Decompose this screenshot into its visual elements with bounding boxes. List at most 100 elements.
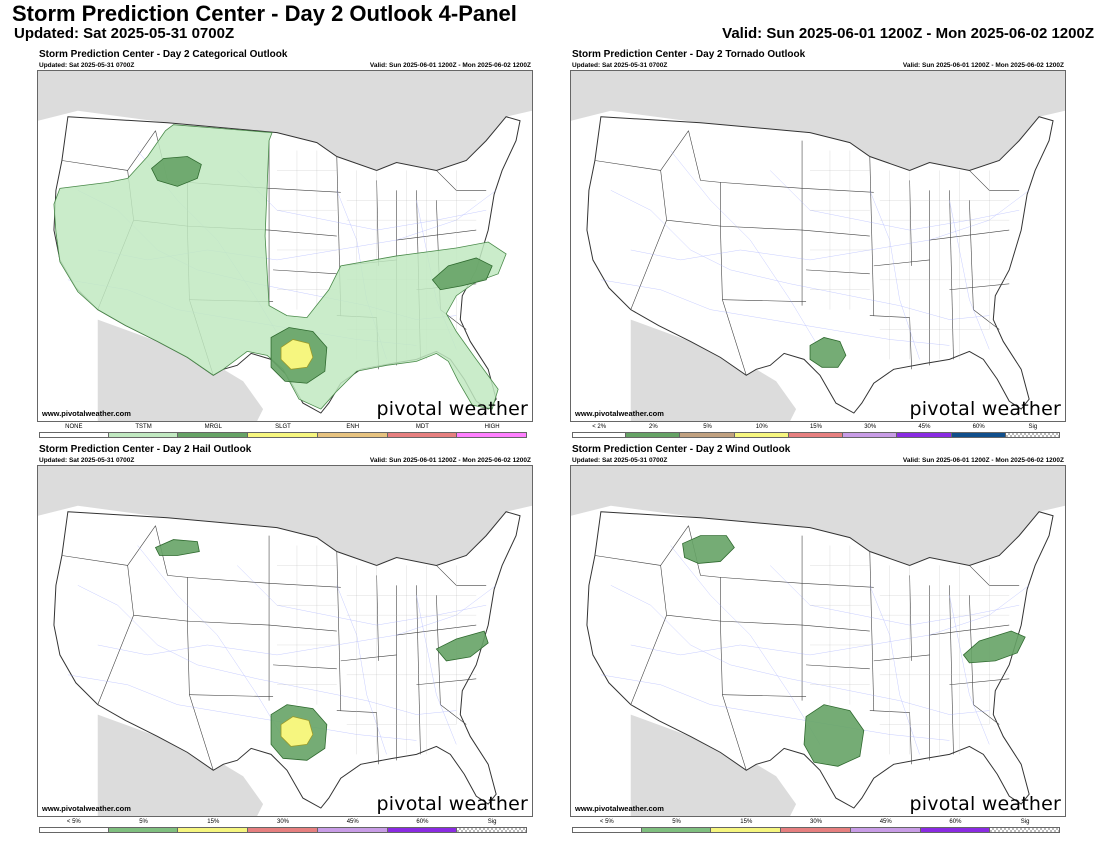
slgt-area	[280, 339, 314, 370]
hail-panel: Storm Prediction Center - Day 2 Hail Out…	[37, 444, 534, 836]
legend-item: NONE	[39, 424, 109, 440]
brand-logo: pivotal weather	[376, 398, 528, 420]
legend: < 2% 2% 5% 10% 15% 30% 45% 60% Sig	[572, 424, 1060, 440]
legend-item: SLGT	[248, 424, 318, 440]
wind-5pct-area	[803, 704, 865, 767]
legend-label: 5%	[703, 424, 712, 430]
legend-label: 60%	[949, 819, 962, 825]
panel-valid: Valid: Sun 2025-06-01 1200Z - Mon 2025-0…	[369, 62, 531, 69]
legend-swatch	[990, 827, 1060, 833]
legend-label: Sig	[487, 819, 497, 825]
hail-map: www.pivotalweather.com pivotal weather	[37, 465, 533, 817]
credit-text: www.pivotalweather.com	[42, 409, 131, 418]
legend-label: 15%	[207, 819, 220, 825]
credit-text: www.pivotalweather.com	[42, 804, 131, 813]
legend-swatch	[317, 432, 388, 438]
hail-5pct-area	[435, 630, 489, 662]
panel-valid: Valid: Sun 2025-06-01 1200Z - Mon 2025-0…	[902, 457, 1064, 464]
legend-label: SLGT	[275, 424, 291, 430]
panel-title: Storm Prediction Center - Day 2 Categori…	[39, 49, 288, 60]
legend-label: Sig	[1020, 819, 1030, 825]
legend-item: 30%	[248, 819, 318, 835]
legend-label: TSTM	[135, 424, 152, 430]
legend-swatch	[572, 827, 642, 833]
legend-swatch	[457, 827, 527, 833]
legend-item: ENH	[317, 424, 388, 440]
legend-swatch	[843, 432, 898, 438]
legend-label: 5%	[139, 819, 148, 825]
legend-item: 15%	[711, 819, 782, 835]
legend-swatch	[39, 432, 109, 438]
legend-label: MDT	[415, 424, 429, 430]
panel-updated: Updated: Sat 2025-05-31 0700Z	[572, 457, 668, 464]
legend-swatch	[626, 432, 681, 438]
legend-label: < 5%	[599, 819, 614, 825]
panel-updated: Updated: Sat 2025-05-31 0700Z	[572, 62, 668, 69]
legend-label: 30%	[809, 819, 822, 825]
legend-item: 15%	[178, 819, 249, 835]
legend-item: Sig	[990, 819, 1060, 835]
legend-swatch	[641, 827, 712, 833]
tornado-panel: Storm Prediction Center - Day 2 Tornado …	[570, 49, 1067, 441]
brand-logo: pivotal weather	[909, 398, 1061, 420]
legend-item: MDT	[387, 424, 458, 440]
legend-label: 30%	[864, 424, 877, 430]
legend-item: MRGL	[178, 424, 249, 440]
legend-swatch	[39, 827, 109, 833]
legend-item: 45%	[850, 819, 921, 835]
tornado-2pct-area	[809, 337, 847, 368]
legend-item: 60%	[920, 819, 991, 835]
legend-label: 60%	[972, 424, 985, 430]
legend-swatch	[178, 432, 249, 438]
panel-title: Storm Prediction Center - Day 2 Hail Out…	[39, 444, 252, 455]
categorical-panel: Storm Prediction Center - Day 2 Categori…	[37, 49, 534, 441]
legend-label: Sig	[1028, 424, 1038, 430]
legend-label: < 2%	[592, 424, 607, 430]
hail-5pct-area	[154, 539, 200, 556]
panel-title: Storm Prediction Center - Day 2 Wind Out…	[572, 444, 791, 455]
legend-swatch	[317, 827, 388, 833]
legend-swatch	[711, 827, 782, 833]
legend-item: 15%	[788, 424, 844, 440]
legend-label: ENH	[346, 424, 360, 430]
panel-updated: Updated: Sat 2025-05-31 0700Z	[39, 457, 135, 464]
legend-item: 10%	[734, 424, 789, 440]
legend-item: HIGH	[457, 424, 527, 440]
legend-item: < 5%	[572, 819, 642, 835]
legend-item: 5%	[108, 819, 179, 835]
wind-map: www.pivotalweather.com pivotal weather	[570, 465, 1066, 817]
legend-item: < 2%	[572, 424, 627, 440]
brand-logo: pivotal weather	[376, 793, 528, 815]
legend-swatch	[788, 432, 844, 438]
legend-label: MRGL	[204, 424, 222, 430]
credit-text: www.pivotalweather.com	[575, 409, 664, 418]
legend-item: 60%	[387, 819, 458, 835]
legend-label: 45%	[918, 424, 931, 430]
wind-panel: Storm Prediction Center - Day 2 Wind Out…	[570, 444, 1067, 836]
legend-item: 45%	[317, 819, 388, 835]
legend-label: 5%	[672, 819, 681, 825]
legend-label: 30%	[276, 819, 289, 825]
legend-item: 30%	[843, 424, 898, 440]
page-valid: Valid: Sun 2025-06-01 1200Z - Mon 2025-0…	[722, 25, 1094, 42]
page-title: Storm Prediction Center - Day 2 Outlook …	[12, 1, 517, 26]
legend-swatch	[850, 827, 921, 833]
legend-item: 60%	[951, 424, 1006, 440]
legend-item: Sig	[457, 819, 527, 835]
mrgl-area	[431, 257, 493, 291]
hail-15pct-area	[280, 716, 314, 747]
categorical-map: www.pivotalweather.com pivotal weather	[37, 70, 533, 422]
legend-item: 5%	[680, 424, 735, 440]
legend-label: 2%	[648, 424, 658, 430]
legend-item: 5%	[641, 819, 712, 835]
legend-label: 15%	[809, 424, 822, 430]
panel-valid: Valid: Sun 2025-06-01 1200Z - Mon 2025-0…	[902, 62, 1064, 69]
legend-item: 2%	[626, 424, 681, 440]
panel-valid: Valid: Sun 2025-06-01 1200Z - Mon 2025-0…	[369, 457, 531, 464]
legend: < 5% 5% 15% 30% 45% 60% Sig	[572, 819, 1060, 835]
legend-item: < 5%	[39, 819, 109, 835]
legend-swatch	[572, 432, 627, 438]
legend-swatch	[781, 827, 851, 833]
credit-text: www.pivotalweather.com	[575, 804, 664, 813]
legend-label: 45%	[879, 819, 892, 825]
